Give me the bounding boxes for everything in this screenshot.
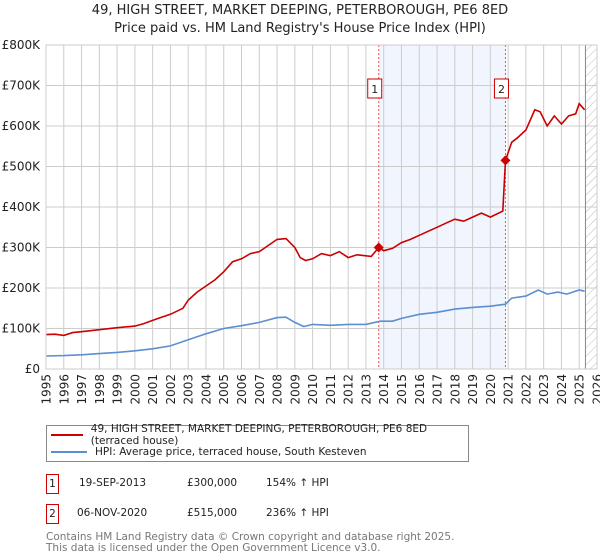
x-tick-label: 2021 bbox=[502, 374, 516, 405]
x-tick-label: 2010 bbox=[306, 374, 320, 405]
x-tick-label: 2026 bbox=[591, 374, 600, 405]
legend: 49, HIGH STREET, MARKET DEEPING, PETERBO… bbox=[46, 423, 469, 462]
sale-label-1: 1 bbox=[371, 83, 378, 96]
x-tick-label: 2016 bbox=[413, 374, 427, 405]
x-tick-label: 1997 bbox=[75, 374, 89, 405]
hpi-line bbox=[45, 289, 585, 357]
y-tick-label: £700K bbox=[2, 79, 42, 93]
footer: Contains HM Land Registry data © Crown c… bbox=[46, 532, 454, 554]
x-tick-label: 2015 bbox=[395, 374, 409, 405]
sale-date: 06-NOV-2020 bbox=[77, 507, 148, 519]
sale-label-box-1 bbox=[367, 78, 383, 99]
x-tick-label: 2013 bbox=[359, 374, 373, 405]
sale-marker-2: 2 bbox=[46, 504, 59, 524]
x-tick-label: 2002 bbox=[164, 374, 178, 405]
plot-border bbox=[45, 44, 598, 370]
x-tick-label: 2011 bbox=[324, 374, 338, 405]
chart-title: 49, HIGH STREET, MARKET DEEPING, PETERBO… bbox=[91, 3, 509, 18]
footer-copyright: Contains HM Land Registry data © Crown c… bbox=[46, 531, 455, 543]
x-tick-label: 2014 bbox=[377, 374, 391, 405]
price-chart: 1995 1996 1997 1998 1999 2000 2001 2002 2003 2004… bbox=[2, 38, 600, 405]
y-tick-label: £600K bbox=[2, 119, 42, 133]
x-tick-label: 1995 bbox=[40, 374, 54, 405]
x-tick-label: 2019 bbox=[466, 374, 480, 405]
sale-point-1 bbox=[373, 242, 384, 253]
x-tick-label: 2024 bbox=[555, 374, 569, 405]
sale-label-2: 2 bbox=[498, 83, 505, 96]
sale-date: 19-SEP-2013 bbox=[79, 477, 147, 489]
legend-item-hpi: HPI: Average price, terraced house, Sout… bbox=[51, 444, 367, 460]
blue-line-swatch bbox=[51, 451, 87, 453]
sale-label-box-2 bbox=[493, 78, 509, 99]
x-tick-label: 2020 bbox=[484, 374, 498, 405]
sale-hpi-change: 236% ↑ HPI bbox=[266, 507, 329, 519]
y-tick-label: £300K bbox=[2, 241, 42, 255]
red-line-swatch bbox=[51, 434, 83, 436]
x-tick-label: 2004 bbox=[199, 374, 213, 405]
x-tick-label: 1996 bbox=[57, 374, 71, 405]
x-tick-label: 2005 bbox=[217, 374, 231, 405]
x-tick-label: 2003 bbox=[182, 374, 196, 405]
price-paid-line bbox=[45, 102, 586, 337]
y-tick-label: £100K bbox=[2, 322, 42, 336]
x-tick-label: 2023 bbox=[537, 374, 551, 405]
sale-marker-1: 1 bbox=[46, 474, 59, 494]
x-tick-label: 2007 bbox=[253, 374, 267, 405]
footer-licence: This data is licensed under the Open Gov… bbox=[46, 542, 381, 554]
x-tick-label: 2006 bbox=[235, 374, 249, 405]
x-tick-label: 2017 bbox=[431, 374, 445, 405]
y-tick-label: £800K bbox=[2, 38, 42, 52]
x-tick-label: 2008 bbox=[271, 374, 285, 405]
x-tick-label: 2025 bbox=[573, 374, 587, 405]
x-tick-label: 2001 bbox=[146, 374, 160, 405]
x-tick-label: 1999 bbox=[111, 374, 125, 405]
legend-label-property: 49, HIGH STREET, MARKET DEEPING, PETERBO… bbox=[90, 423, 428, 447]
y-tick-label: £200K bbox=[2, 281, 42, 295]
x-tick-label: 1998 bbox=[93, 374, 107, 405]
y-tick-label: £500K bbox=[2, 160, 42, 174]
x-tick-label: 2018 bbox=[448, 374, 462, 405]
y-tick-label: £400K bbox=[2, 200, 42, 214]
x-tick-label: 2000 bbox=[128, 374, 142, 405]
legend-item-property: 49, HIGH STREET, MARKET DEEPING, PETERBO… bbox=[51, 423, 468, 447]
chart-subtitle: Price paid vs. HM Land Registry's House … bbox=[114, 21, 486, 36]
x-tick-label: 2022 bbox=[519, 374, 533, 405]
x-tick-label: 2009 bbox=[288, 374, 302, 405]
y-tick-label: £0 bbox=[25, 362, 40, 376]
sale-price: £300,000 bbox=[187, 477, 238, 489]
x-tick-label: 2012 bbox=[342, 374, 356, 405]
sale-point-2 bbox=[500, 155, 511, 166]
sale-hpi-change: 154% ↑ HPI bbox=[266, 477, 329, 489]
legend-label-hpi: HPI: Average price, terraced house, Sout… bbox=[95, 446, 367, 458]
sale-price: £515,000 bbox=[187, 507, 238, 519]
